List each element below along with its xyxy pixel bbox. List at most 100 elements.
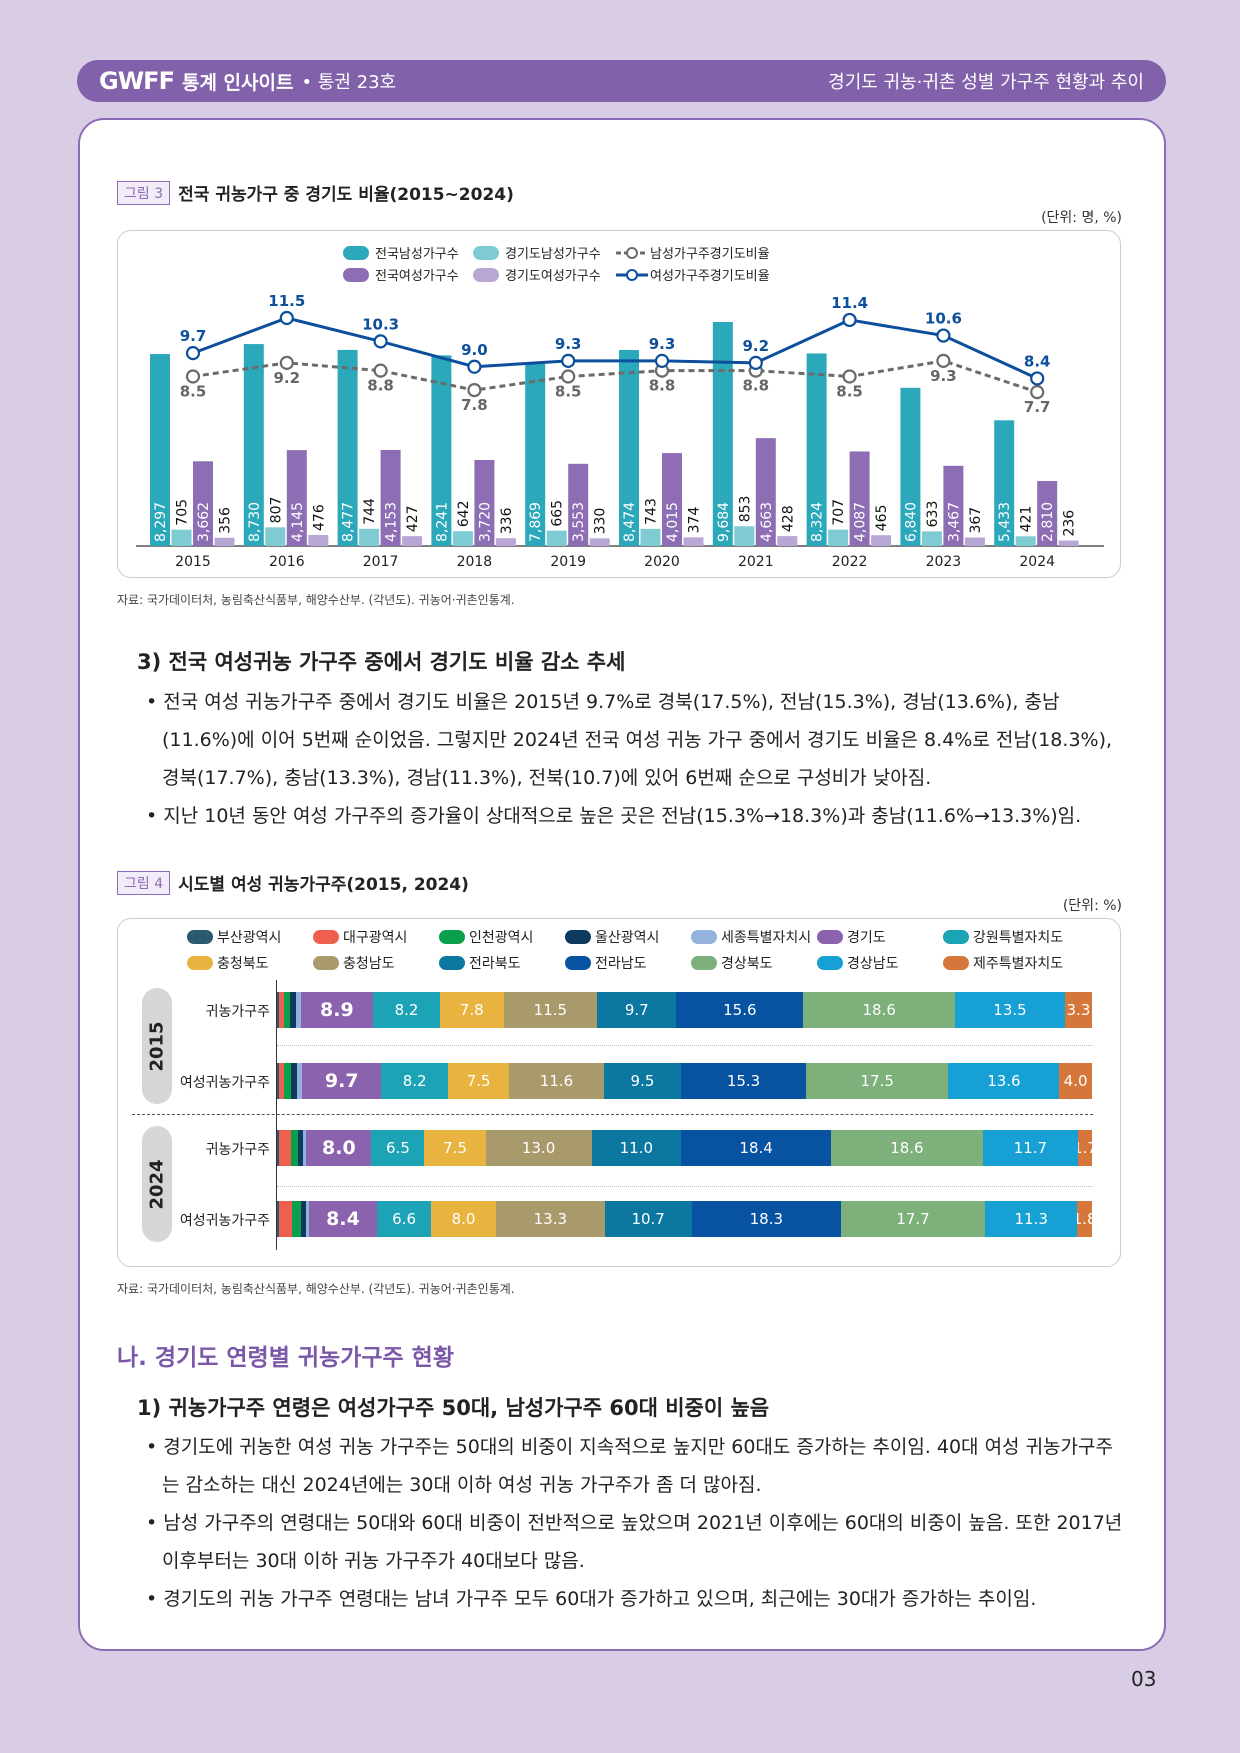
bar-value-label: 8,474 (622, 502, 638, 542)
bar-경기도남성가구수 (828, 529, 849, 546)
line-point (279, 355, 294, 370)
bar-segment: 8.0 (430, 1201, 497, 1237)
section-na-bullets: 경기도에 귀농한 여성 귀농 가구주는 50대의 비중이 지속적으로 높지만 6… (140, 1428, 1130, 1618)
bar-segment (283, 992, 291, 1028)
bar-segment: 1.8 (1077, 1201, 1092, 1237)
line-value-label: 8.4 (1024, 352, 1051, 370)
fig4-title: 그림 4 시도별 여성 귀농가구주(2015, 2024) (117, 870, 469, 895)
bar-segment: 13.5 (954, 992, 1065, 1028)
fig3-tag: 그림 3 (117, 180, 171, 205)
line-point (467, 359, 482, 374)
bar-segment: 7.5 (448, 1063, 510, 1099)
legend-swatch (565, 930, 591, 944)
bar-경기도남성가구수 (171, 529, 192, 546)
bar-segment: 11.0 (591, 1130, 682, 1166)
bar-경기도여성가구수 (495, 538, 516, 546)
stacked-bar: 8.06.57.513.011.018.418.611.71.7 (277, 1130, 1092, 1166)
line-value-label: 10.6 (925, 310, 962, 328)
bar-segment: 8.2 (381, 1063, 449, 1099)
legend-swatch (313, 930, 339, 944)
bar-전국남성가구수 (525, 363, 546, 546)
legend-swatch (691, 956, 717, 970)
bar-segment: 13.0 (485, 1130, 592, 1166)
bar-segment (295, 992, 301, 1028)
bar-경기도남성가구수 (1015, 536, 1036, 546)
line-value-label: 9.0 (461, 341, 488, 359)
bar-value-label: 705 (175, 499, 191, 526)
bar-경기도남성가구수 (734, 526, 755, 546)
bar-경기도남성가구수 (265, 527, 286, 546)
legend-label: 부산광역시 (217, 930, 282, 946)
bar-전국남성가구수 (712, 322, 733, 546)
line-point (467, 383, 482, 398)
bar-segment: 10.7 (604, 1201, 692, 1237)
legend-label: 충청남도 (343, 956, 395, 972)
bar-segment: 17.7 (840, 1201, 986, 1237)
bar-segment: 13.3 (496, 1201, 605, 1237)
line-point (936, 353, 951, 368)
bar-segment: 1.7 (1078, 1130, 1092, 1166)
bar-segment (279, 992, 284, 1028)
page-number: 03 (1131, 1667, 1157, 1691)
legend-item: 강원특별자치도 (943, 927, 1069, 947)
bar-value-label: 4,145 (290, 502, 306, 542)
legend-swatch (439, 956, 465, 970)
header-bar: GWFF 통계 인사이트 • 통권 23호 경기도 귀농·귀촌 성별 가구주 현… (77, 60, 1166, 102)
legend-item: 대구광역시 (313, 927, 439, 947)
bar-전국남성가구수 (150, 354, 170, 546)
bar-value-label: 4,015 (665, 502, 681, 542)
line-여성가구주경기도비율 (192, 316, 1038, 380)
bullet: 경기도에 귀농한 여성 귀농 가구주는 50대의 비중이 지속적으로 높지만 6… (140, 1428, 1130, 1504)
bar-segment: 6.5 (371, 1130, 425, 1166)
year-text: 2015 (146, 1020, 168, 1072)
bar-경기도여성가구수 (402, 536, 423, 546)
bullet: 경기도의 귀농 가구주 연령대는 남녀 가구주 모두 60대가 증가하고 있으며… (140, 1580, 1130, 1618)
line-value-label: 9.7 (180, 327, 207, 345)
legend-item: 경상북도 (691, 953, 817, 973)
bar-value-label: 8,730 (247, 502, 263, 542)
legend-swatch (943, 930, 969, 944)
stacked-bar: 9.7 8.2 7.5 11.6 9.5 15.3 17.5 13.6 4.0 (277, 1063, 1092, 1099)
legend-item: 제주특별자치도 (943, 953, 1069, 973)
bar-경기도여성가구수 (777, 536, 798, 546)
bar-전국여성가구수 (380, 449, 401, 546)
bar-value-label: 853 (737, 496, 753, 523)
line-point (842, 369, 857, 384)
bar-경기도여성가구수 (589, 538, 610, 546)
bar-전국여성가구수 (755, 438, 776, 546)
separator (277, 1186, 1093, 1187)
line-value-label: 9.2 (743, 337, 770, 355)
separator (277, 1045, 1093, 1046)
bar-경기도남성가구수 (546, 530, 567, 546)
bar-value-label: 5,433 (997, 502, 1013, 542)
bar-전국여성가구수 (568, 463, 589, 546)
legend-swatch (691, 930, 717, 944)
bar-segment (284, 1063, 291, 1099)
bullet: 남성 가구주의 연령대는 50대와 60대 비중이 전반적으로 높았으며 202… (140, 1504, 1130, 1580)
legend-swatch (817, 956, 843, 970)
bar-value-label: 642 (456, 500, 472, 527)
bar-segment: 7.8 (439, 992, 504, 1028)
row-label: 여성귀농가구주 (179, 1075, 270, 1091)
bar-value-label: 665 (550, 500, 566, 527)
bar-value-label: 9,684 (716, 502, 732, 542)
line-value-label: 11.4 (831, 294, 868, 312)
bar-segment: 9.7 (597, 992, 677, 1028)
separator (132, 1114, 1093, 1115)
fig4-legend: 부산광역시 대구광역시 인천광역시 울산광역시 세종특별자치시 경기도 강원특별자치도 충청북… (187, 927, 1069, 973)
line-value-label: 8.5 (180, 383, 207, 401)
line-point (1030, 371, 1045, 386)
bar-segment: 8.2 (373, 992, 440, 1028)
bar-segment: 17.5 (805, 1063, 949, 1099)
bar-value-label: 421 (1019, 506, 1035, 533)
bar-segment: 18.3 (691, 1201, 841, 1237)
fig3-chart-box: 전국남성가구수 경기도남성가구수 남성가구주경기도비율 전국여성가구수 경기도여성가구수… (117, 230, 1121, 578)
bar-segment (277, 1201, 279, 1237)
row-label: 귀농가구주 (205, 1004, 270, 1020)
line-point (1030, 385, 1045, 400)
bar-경기도여성가구수 (964, 537, 985, 546)
bar-value-label: 4,087 (853, 502, 869, 542)
bar-segment (306, 1201, 309, 1237)
line-point (185, 369, 201, 384)
legend-swatch (473, 246, 499, 260)
